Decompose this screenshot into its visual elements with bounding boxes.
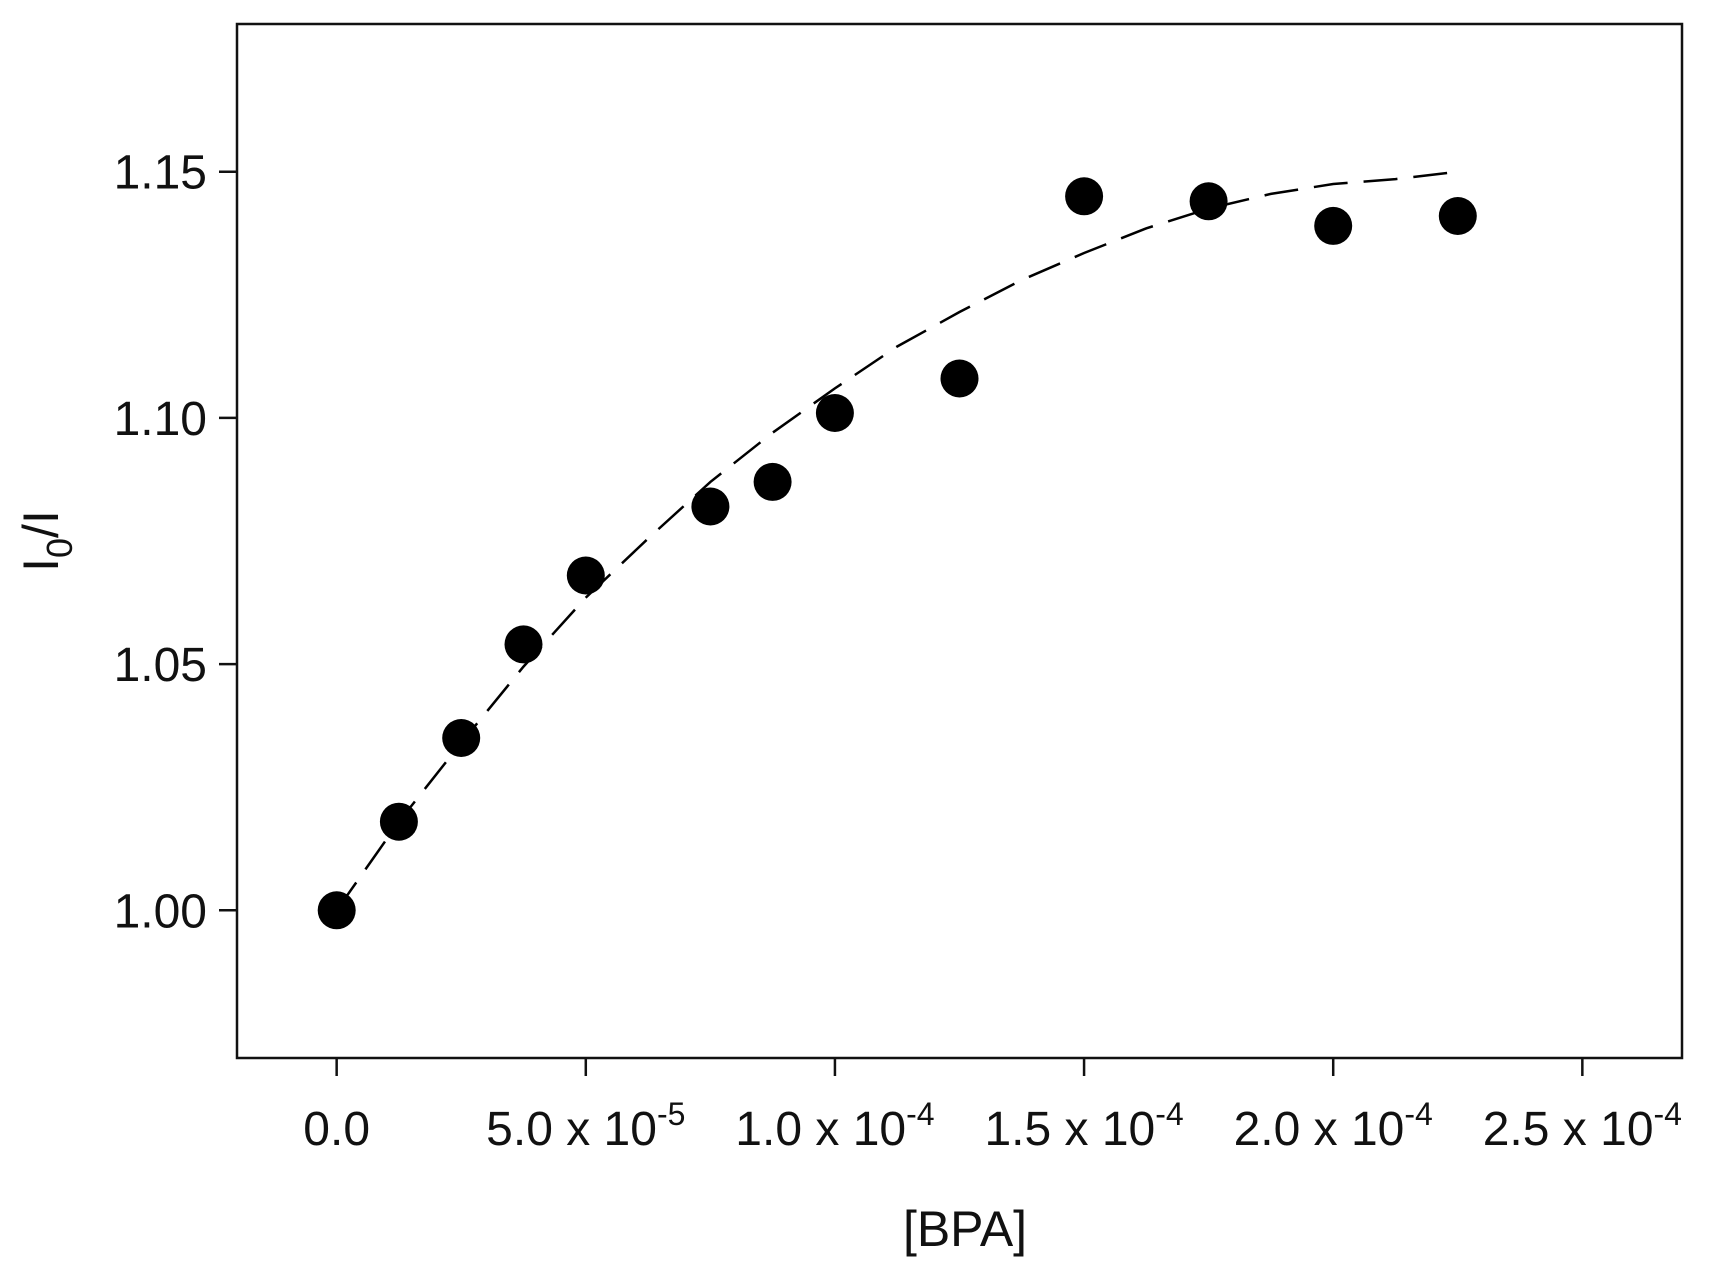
data-points-layer [317,177,1477,930]
data-point [1438,197,1477,235]
x-tick-label: 2.0 x 10-4 [1234,1096,1433,1156]
data-point [504,625,543,664]
x-axis-ticks [335,1058,1584,1076]
data-point [566,556,605,595]
data-point [753,462,792,501]
y-tick-label: 1.10 [114,393,207,446]
x-tick-label: 0.0 [303,1103,370,1156]
data-point [1189,182,1228,221]
y-axis-title-rest: /I [13,510,69,538]
fit-curve [335,170,1458,912]
plot-frame [235,22,1684,1060]
x-tick-label-mantissa: 1.5 x 10 [984,1103,1155,1156]
y-tick-label: 1.00 [114,885,207,938]
x-tick-label-exponent: -4 [1654,1096,1682,1132]
x-tick-label-exponent: -4 [1404,1096,1432,1132]
data-point [691,487,730,526]
x-tick-label: 2.5 x 10-4 [1483,1096,1682,1156]
y-axis-title-subscript: 0 [39,538,80,558]
y-tick-label: 1.05 [114,639,207,692]
x-tick-label-exponent: -4 [1155,1096,1183,1132]
x-tick-label: 1.0 x 10-4 [735,1096,934,1156]
y-axis-title-main: I [13,558,69,572]
data-point [317,891,356,930]
data-point [1314,206,1353,245]
y-axis-title: I0/I [13,510,80,572]
x-tick-label: 5.0 x 10-5 [486,1096,685,1156]
y-tick-label: 1.15 [114,147,207,200]
data-point [940,359,979,398]
x-axis-tick-labels: 0.0 5.0 x 10-5 1.0 x 10-4 1.5 x 10-4 2.0 x 1… [303,1096,1682,1156]
x-tick-label-exponent: -5 [657,1096,685,1132]
data-point [1065,177,1104,216]
x-tick-label-mantissa: 1.0 x 10 [735,1103,906,1156]
x-tick-label-mantissa: 2.5 x 10 [1483,1103,1654,1156]
data-point [815,394,854,432]
fit-curve-layer [335,170,1458,912]
x-tick-label-mantissa: 2.0 x 10 [1234,1103,1405,1156]
x-tick-label: 1.5 x 10-4 [984,1096,1183,1156]
y-axis-tick-labels: 1.00 1.05 1.10 1.15 [114,147,207,939]
y-axis-ticks [219,170,237,912]
x-tick-label-mantissa: 5.0 x 10 [486,1103,657,1156]
x-tick-label-exponent: -4 [906,1096,934,1132]
x-axis-title: [BPA] [903,1201,1027,1257]
data-point [379,802,418,841]
data-point [442,719,481,757]
